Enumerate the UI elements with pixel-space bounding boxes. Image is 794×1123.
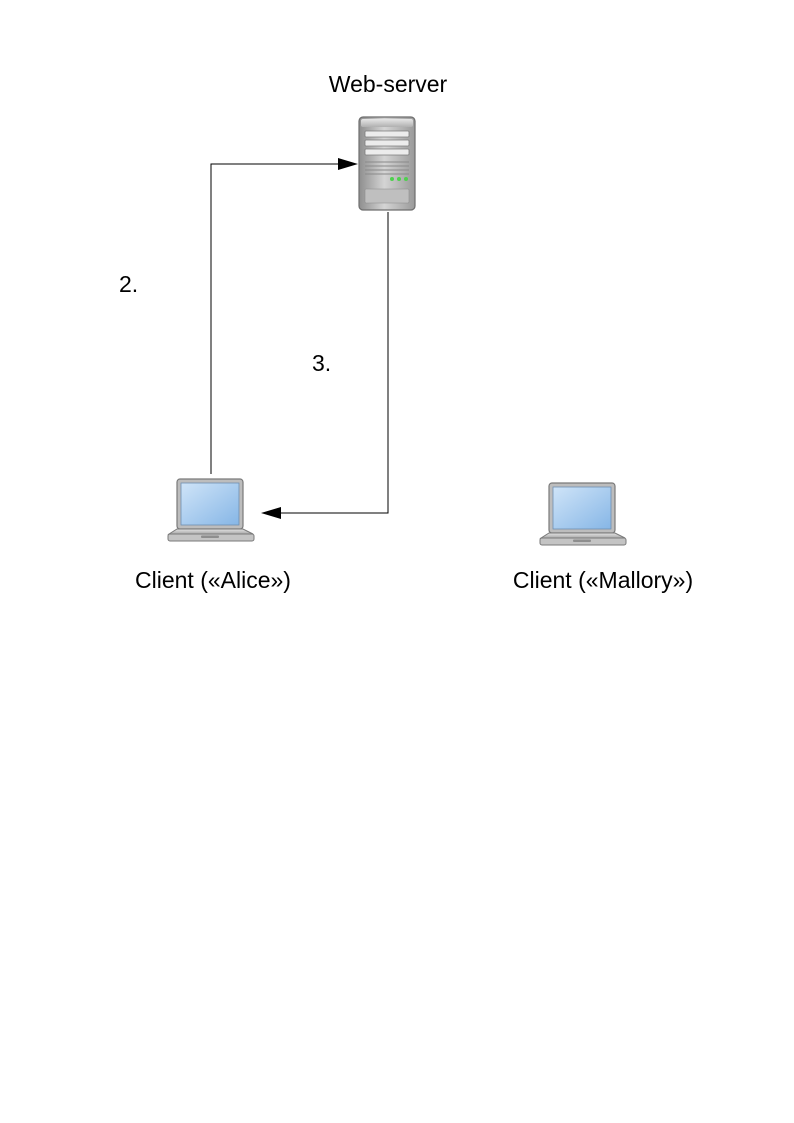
connector-step-2-line <box>210 163 338 474</box>
arrowhead-step-3 <box>261 507 281 519</box>
connector-step-2 <box>210 158 358 474</box>
laptop-icon <box>167 478 255 542</box>
mallory-client-label: Client («Mallory») <box>512 567 694 593</box>
connector-step-3 <box>261 212 389 519</box>
laptop-icon <box>539 482 627 546</box>
alice-client-label: Client («Alice») <box>135 567 291 593</box>
led-icon <box>404 177 408 181</box>
connector-step-3-line <box>281 212 389 514</box>
step-3-label: 3. <box>312 350 332 376</box>
server-label: Web-server <box>328 71 448 97</box>
arrowhead-step-2 <box>338 158 358 170</box>
led-icon <box>397 177 401 181</box>
step-2-label: 2. <box>119 271 139 297</box>
led-icon <box>390 177 394 181</box>
server-icon <box>358 116 416 211</box>
